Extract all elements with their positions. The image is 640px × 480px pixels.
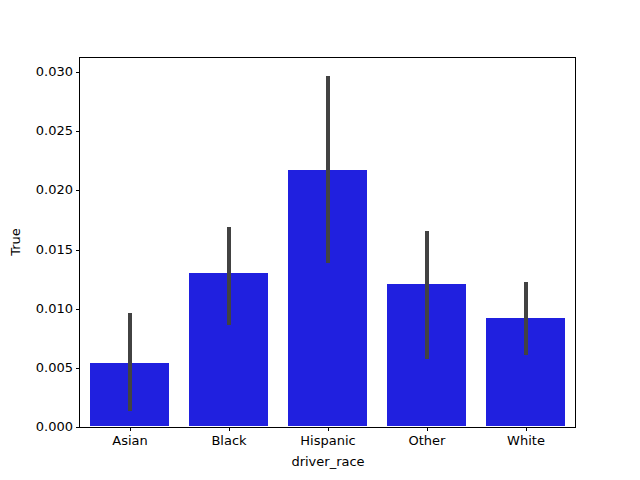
x-tick-mark bbox=[328, 427, 329, 431]
x-tick-mark bbox=[130, 427, 131, 431]
y-tick-label: 0.025 bbox=[0, 124, 73, 138]
x-tick-label: Hispanic bbox=[283, 434, 373, 448]
y-tick-mark bbox=[76, 309, 80, 310]
y-tick-label: 0.030 bbox=[0, 65, 73, 79]
y-tick-mark bbox=[76, 190, 80, 191]
y-tick-mark bbox=[76, 368, 80, 369]
y-tick-mark bbox=[76, 131, 80, 132]
x-tick-mark bbox=[427, 427, 428, 431]
y-tick-mark bbox=[76, 72, 80, 73]
x-tick-mark bbox=[526, 427, 527, 431]
y-tick-label: 0.000 bbox=[0, 420, 73, 434]
x-tick-label: Other bbox=[382, 434, 472, 448]
y-tick-mark bbox=[76, 427, 80, 428]
error-bar-asian bbox=[128, 313, 132, 411]
y-tick-label: 0.005 bbox=[0, 361, 73, 375]
error-bar-black bbox=[227, 227, 231, 325]
y-tick-label: 0.010 bbox=[0, 302, 73, 316]
x-tick-label: Black bbox=[184, 434, 274, 448]
y-tick-mark bbox=[76, 250, 80, 251]
figure: 0.0000.0050.0100.0150.0200.0250.030Asian… bbox=[0, 0, 640, 480]
error-bar-hispanic bbox=[326, 76, 330, 263]
error-bar-white bbox=[524, 282, 528, 355]
x-axis-label: driver_race bbox=[228, 454, 428, 469]
x-tick-label: Asian bbox=[85, 434, 175, 448]
y-tick-label: 0.020 bbox=[0, 183, 73, 197]
y-axis-label: True bbox=[8, 228, 23, 256]
error-bar-other bbox=[425, 231, 429, 359]
x-tick-mark bbox=[229, 427, 230, 431]
x-tick-label: White bbox=[481, 434, 571, 448]
